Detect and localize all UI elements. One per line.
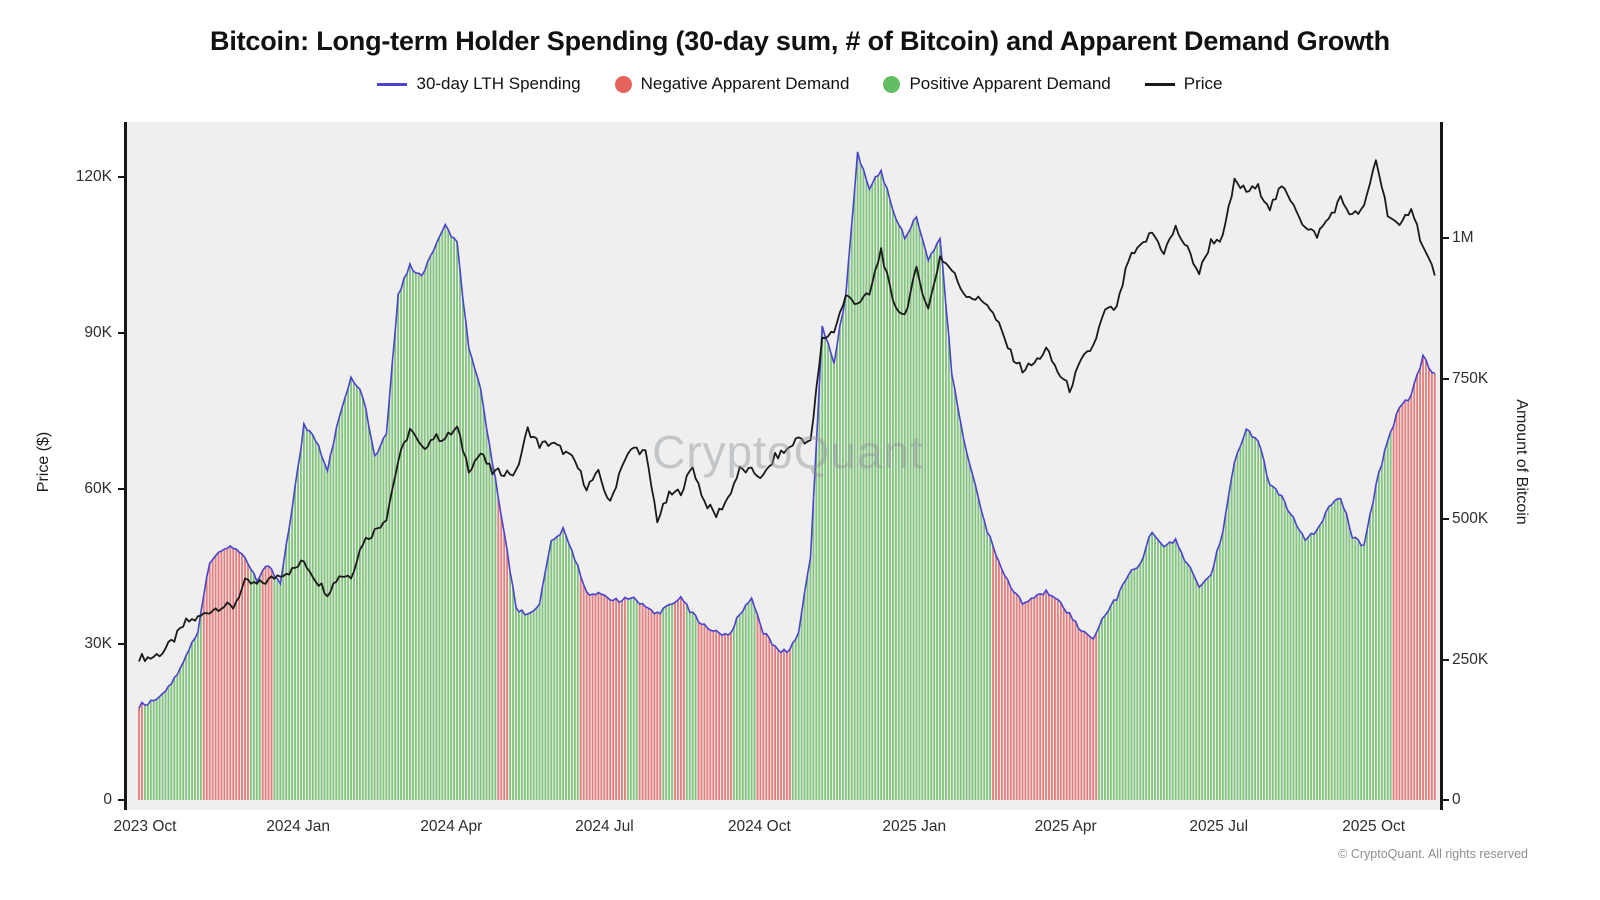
price-line: [138, 159, 1436, 663]
x-axis-tick: 2024 Jan: [266, 818, 331, 835]
right-axis-line: [1440, 122, 1443, 810]
y-axis-tick-left: 60K: [84, 479, 112, 497]
y-axis-tickmark-right: [1443, 518, 1449, 520]
negative-demand-dot-icon: [614, 75, 632, 93]
lth-spending-line-icon: [377, 82, 408, 86]
y-axis-tick-left: 120K: [75, 168, 112, 186]
y-axis-tick-right: 1M: [1452, 229, 1474, 246]
x-axis-tick: 2025 Jul: [1189, 818, 1249, 835]
y-axis-tickmark-left: [118, 487, 124, 490]
right-axis-title: Amount of Bitcoin: [1513, 399, 1530, 525]
y-axis-tickmark-left: [118, 331, 124, 334]
y-axis-tick-right: 250K: [1452, 650, 1489, 668]
y-axis-tick-left: 0: [103, 791, 112, 808]
x-axis-tick: 2024 Jul: [575, 818, 634, 835]
negative-demand-bars: [138, 355, 1436, 800]
legend-item-lth-spending[interactable]: 30-day LTH Spending: [377, 74, 581, 94]
y-axis-tickmark-right: [1443, 799, 1449, 801]
positive-demand-dot-icon: [883, 75, 901, 93]
price-line-icon: [1144, 82, 1175, 86]
x-axis-tick: 2025 Oct: [1342, 818, 1406, 835]
lth-spending-line: [138, 151, 1436, 709]
x-axis-tick: 2025 Apr: [1034, 818, 1097, 835]
legend-item-positive-demand[interactable]: Positive Apparent Demand: [883, 74, 1111, 94]
y-axis-tickmark-right: [1443, 377, 1449, 380]
y-axis-tickmark-left: [118, 176, 124, 179]
y-axis-tick-right: 750K: [1452, 369, 1489, 387]
y-axis-tickmark-left: [118, 799, 124, 801]
legend-label-negative-demand: Negative Apparent Demand: [640, 74, 850, 93]
y-axis-tickmark-left: [118, 643, 124, 646]
y-axis-tickmark-right: [1443, 237, 1449, 239]
y-axis-tick-left: 30K: [84, 635, 112, 653]
left-axis-line: [124, 122, 127, 810]
positive-demand-bars: [143, 151, 1392, 800]
legend-label-lth-spending: 30-day LTH Spending: [416, 74, 581, 93]
copyright-footer: © CryptoQuant. All rights reserved: [1338, 847, 1528, 861]
legend-label-price: Price: [1183, 74, 1223, 93]
y-axis-tick-left: 90K: [84, 323, 112, 341]
y-axis-tick-right: 500K: [1452, 510, 1489, 527]
chart-legend: 30-day LTH Spending Negative Apparent De…: [0, 74, 1600, 94]
x-axis-tick: 2024 Apr: [420, 818, 483, 835]
legend-item-price[interactable]: Price: [1144, 74, 1223, 94]
chart-canvas[interactable]: [127, 122, 1441, 810]
y-axis-tick-right: 0: [1452, 791, 1461, 808]
x-axis-tick: 2023 Oct: [113, 818, 177, 835]
chart-title: Bitcoin: Long-term Holder Spending (30-d…: [210, 26, 1390, 56]
x-axis-tick: 2024 Oct: [727, 818, 791, 835]
x-axis-tick: 2025 Jan: [882, 818, 947, 835]
legend-label-positive-demand: Positive Apparent Demand: [909, 74, 1111, 93]
y-axis-tickmark-right: [1443, 658, 1449, 661]
legend-item-negative-demand[interactable]: Negative Apparent Demand: [614, 74, 850, 94]
